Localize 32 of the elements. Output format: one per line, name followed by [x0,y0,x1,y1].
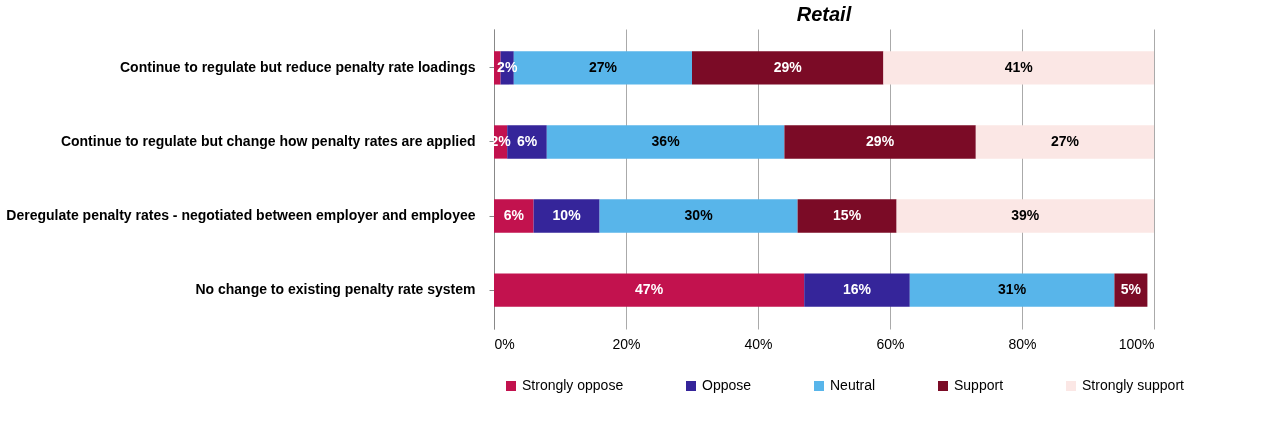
data-label: 27% [588,58,618,75]
y-tick-label: Continue to regulate but change how penalty rates are applied [60,132,476,149]
x-tick-label: 20% [612,335,641,352]
data-label: 36% [651,132,681,149]
data-label: 39% [1011,207,1040,224]
y-tick-label: Deregulate penalty rates - negotiated between employer and employee [6,207,476,224]
legend-label: Strongly oppose [522,377,624,393]
data-label: 16% [842,281,872,298]
y-tick-label: Continue to regulate but reduce penalty rate loadings [120,58,476,75]
data-label: 6% [503,207,525,224]
x-tick-label: 0% [494,335,515,352]
data-label: 31% [998,281,1027,298]
data-label: 15% [833,207,862,224]
data-label: 47% [635,281,664,298]
data-label: 5% [1120,281,1142,298]
x-tick-label: 100% [1118,335,1155,352]
data-label: 10% [552,207,582,224]
data-label: 27% [1050,132,1080,149]
data-label: 6% [516,132,538,149]
data-label: 30% [684,207,714,224]
x-tick-label: 40% [744,335,773,352]
data-label: 29% [773,58,803,75]
legend-label: Support [954,377,1004,393]
data-label: 29% [866,132,895,149]
y-tick-label: No change to existing penalty rate system [195,281,476,298]
legend-label: Strongly support [1082,377,1185,393]
legend-label: Oppose [702,377,752,393]
chart-title: Retail [796,3,852,25]
legend-label: Neutral [830,377,876,393]
x-tick-label: 80% [1008,335,1037,352]
x-tick-label: 60% [876,335,905,352]
data-label: 41% [1004,58,1034,75]
